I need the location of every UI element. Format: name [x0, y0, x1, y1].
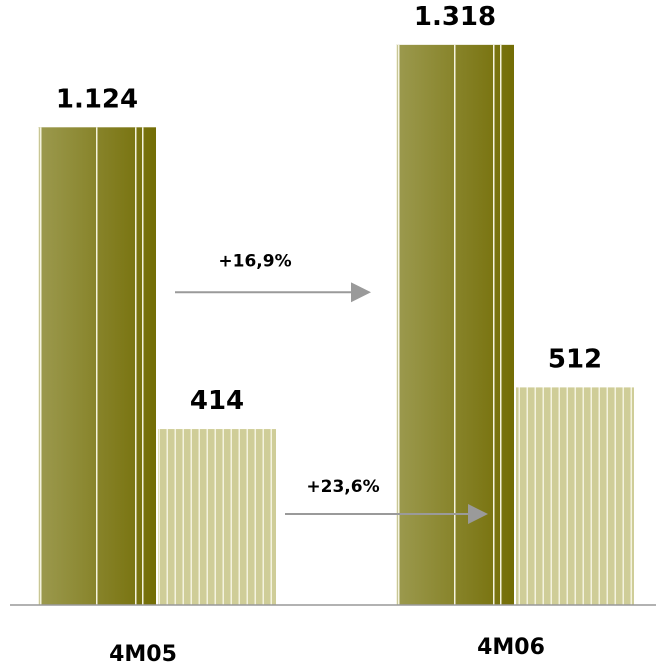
data-label-4m05-series-2: 414: [190, 386, 244, 416]
data-label-4m06-series-2: 512: [548, 344, 602, 374]
bar-4m05-series-1: [38, 127, 156, 606]
data-label-4m06-series-1: 1.318: [414, 2, 496, 32]
bar-4m06-series-2: [516, 387, 634, 605]
x-tick-label-4m05: 4M05: [109, 642, 177, 665]
growth-label-1: +16,9%: [218, 251, 291, 271]
bar-4m06-series-1: [396, 44, 514, 606]
x-tick-label-4m06: 4M06: [477, 635, 545, 660]
bar-4m05-series-2: [158, 429, 276, 605]
data-label-4m05-series-1: 1.124: [56, 84, 138, 114]
growth-label-2: +23,6%: [306, 477, 379, 497]
